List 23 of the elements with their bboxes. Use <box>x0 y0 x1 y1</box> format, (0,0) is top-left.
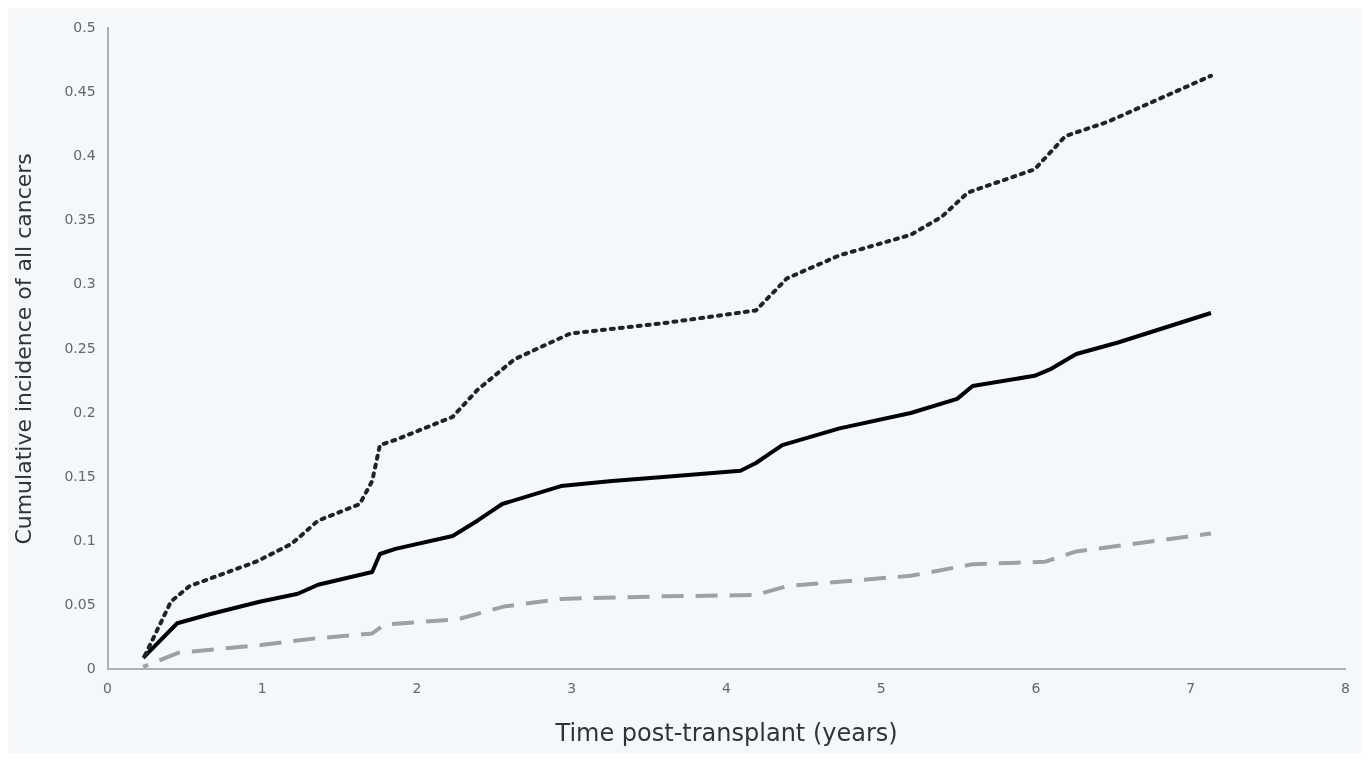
x-tick-label: 6 <box>1031 680 1041 697</box>
x-tick-label: 8 <box>1341 680 1351 697</box>
y-tick-label: 0.2 <box>73 403 96 420</box>
y-tick-label: 0.25 <box>64 339 96 356</box>
x-tick-label: 4 <box>722 680 732 697</box>
y-tick-label: 0.35 <box>64 211 96 228</box>
y-tick-label: 0.4 <box>73 147 96 164</box>
y-tick-label: 0.05 <box>64 595 96 612</box>
y-tick-label: 0.1 <box>73 531 96 548</box>
y-tick-label: 0.45 <box>64 83 96 100</box>
x-axis-title: Time post-transplant (years) <box>554 718 898 747</box>
y-tick-label: 0.3 <box>73 275 96 292</box>
x-tick-label: 0 <box>103 680 113 697</box>
y-tick-label: 0.15 <box>64 467 96 484</box>
y-axis-title: Cumulative incidence of all cancers <box>10 153 36 545</box>
y-tick-label: 0.5 <box>73 19 96 36</box>
x-tick-label: 1 <box>257 680 267 697</box>
x-tick-label: 5 <box>876 680 886 697</box>
x-tick-label: 7 <box>1186 680 1196 697</box>
line-series <box>141 531 1213 669</box>
x-tick-label: 3 <box>567 680 577 697</box>
x-tick-label: 2 <box>412 680 422 697</box>
y-tick-label: 0 <box>86 660 96 677</box>
